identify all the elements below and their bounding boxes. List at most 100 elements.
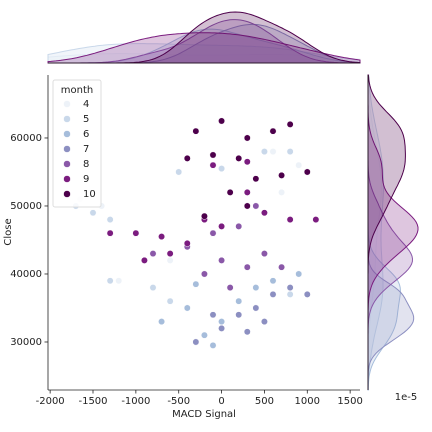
scatter-point	[286, 290, 294, 298]
scatter-point	[295, 161, 303, 169]
scatter-point	[218, 318, 226, 326]
scatter-point	[158, 318, 166, 326]
scatter-point	[149, 284, 157, 292]
scatter-point	[278, 188, 286, 196]
y-tick-label: 50000	[10, 201, 42, 212]
scatter-point	[286, 284, 294, 292]
scatter-point	[260, 318, 268, 326]
x-tick-label: 1500	[337, 396, 362, 407]
scatter-point	[218, 165, 226, 173]
scatter-point	[209, 161, 217, 169]
scatter-point	[286, 216, 294, 224]
scatter-point	[158, 233, 166, 241]
scatter-point	[149, 250, 157, 258]
legend-label: 8	[83, 159, 89, 170]
scatter-point	[209, 151, 217, 159]
scatter-point	[115, 277, 123, 285]
scatter-point	[166, 250, 174, 258]
scatter-point	[192, 280, 200, 288]
scatter-point	[278, 263, 286, 271]
scatter-point	[269, 277, 277, 285]
scatter-point	[209, 341, 217, 349]
scatter-point	[260, 148, 268, 156]
scatter-point	[192, 127, 200, 135]
scatter-point	[286, 120, 294, 128]
scatter-point	[192, 338, 200, 346]
legend-marker	[63, 100, 71, 108]
legend-marker	[63, 175, 71, 183]
legend-marker	[63, 115, 71, 123]
scatter-point	[243, 263, 251, 271]
scatter-point	[252, 202, 260, 210]
scatter-point	[175, 168, 183, 176]
x-tick-label: -1000	[121, 396, 150, 407]
scatter-point	[243, 188, 251, 196]
scatter-point	[252, 175, 260, 183]
legend-box	[52, 79, 102, 208]
scatter-point	[295, 270, 303, 278]
x-tick-label: -1500	[78, 396, 107, 407]
scatter-point	[140, 256, 148, 264]
y-tick-label: 60000	[10, 133, 42, 144]
scatter-point	[132, 229, 140, 237]
scatter-point	[286, 148, 294, 156]
x-tick-label: -2000	[36, 396, 65, 407]
y-axis-label: Close	[3, 218, 14, 245]
right-kde	[367, 74, 384, 391]
legend-label: 9	[83, 174, 89, 185]
x-tick-label: -500	[167, 396, 190, 407]
scatter-point	[106, 277, 114, 285]
x-axis-label: MACD Signal	[172, 409, 236, 420]
legend-label: 7	[83, 144, 89, 155]
scatter-point	[235, 154, 243, 162]
scatter-point	[303, 290, 311, 298]
scatter-point	[243, 134, 251, 142]
x-tick-label: 0	[218, 396, 224, 407]
legend-marker	[63, 190, 71, 198]
scatter-point	[260, 250, 268, 258]
scatter-point	[235, 311, 243, 319]
y-tick-label: 30000	[10, 337, 42, 348]
top-kde	[47, 53, 361, 64]
scatter-point	[166, 297, 174, 305]
legend-marker	[63, 145, 71, 153]
scatter-point	[243, 202, 251, 210]
legend-label: 4	[83, 99, 89, 110]
scatter-point	[209, 311, 217, 319]
scatter-point	[106, 229, 114, 237]
scatter-point	[235, 297, 243, 305]
scatter-point	[218, 222, 226, 230]
scatter-point	[243, 328, 251, 336]
scatter-point	[243, 158, 251, 166]
scatter-point	[252, 284, 260, 292]
scatter-point	[269, 127, 277, 135]
top-kde	[47, 32, 361, 64]
scatter-point	[166, 256, 174, 264]
legend-marker	[63, 130, 71, 138]
x-tick-label: 500	[255, 396, 274, 407]
scatter-point	[200, 270, 208, 278]
scatter-point	[200, 212, 208, 220]
scatter-point	[269, 148, 277, 156]
scatter-point	[183, 304, 191, 312]
scatter-point	[89, 209, 97, 217]
scatter-point	[252, 304, 260, 312]
scatter-point	[183, 239, 191, 247]
legend-label: 6	[83, 129, 89, 140]
legend-title: month	[61, 85, 93, 96]
legend-label: 10	[83, 189, 96, 200]
scatter-point	[200, 331, 208, 339]
scatter-point	[269, 290, 277, 298]
scatter-point	[312, 216, 320, 224]
x-tick-label: 1000	[295, 396, 320, 407]
legend-marker	[63, 160, 71, 168]
scatter-point	[235, 222, 243, 230]
y-tick-label: 40000	[10, 269, 42, 280]
scatter-point	[303, 168, 311, 176]
legend-label: 5	[83, 114, 89, 125]
scatter-point	[218, 324, 226, 332]
scatter-point	[183, 154, 191, 162]
top-kde	[48, 19, 360, 64]
